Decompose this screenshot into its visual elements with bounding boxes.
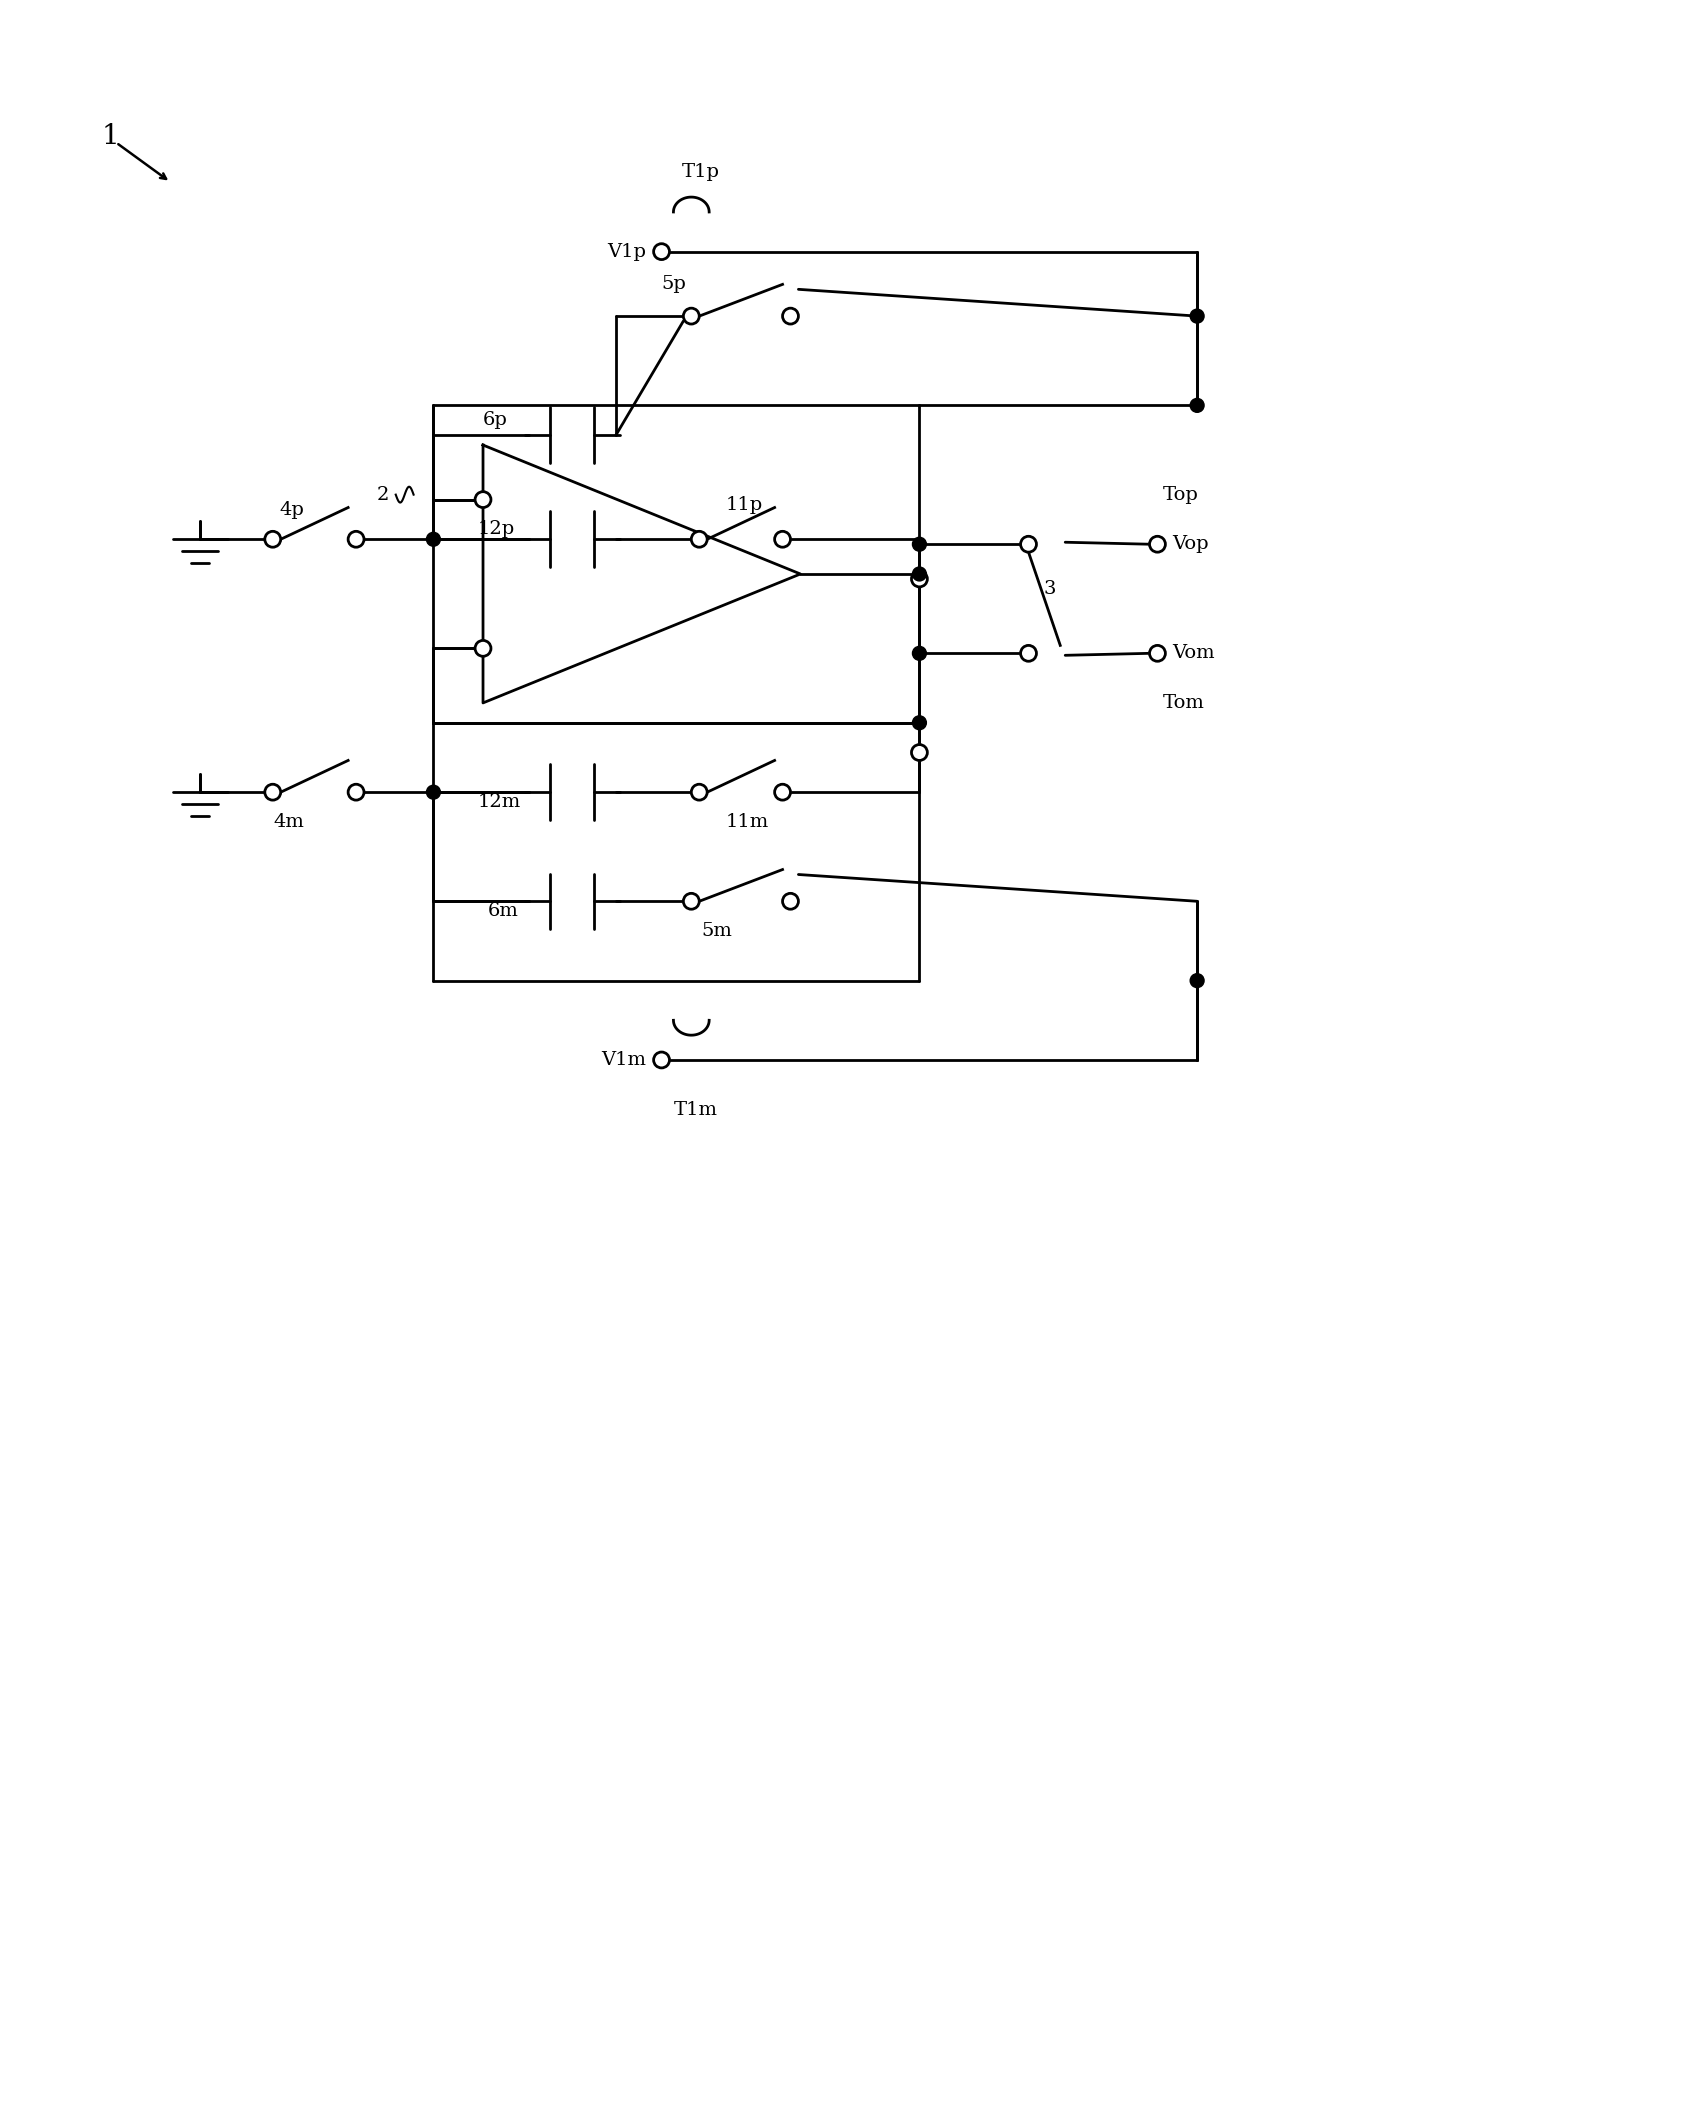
Circle shape xyxy=(683,308,700,323)
Circle shape xyxy=(348,530,363,547)
Text: Vop: Vop xyxy=(1172,535,1209,554)
Circle shape xyxy=(1190,308,1204,323)
Circle shape xyxy=(774,530,791,547)
Circle shape xyxy=(912,571,927,587)
Text: T1m: T1m xyxy=(674,1101,718,1118)
Text: 5m: 5m xyxy=(701,921,732,940)
Text: 4p: 4p xyxy=(280,501,304,518)
Circle shape xyxy=(1190,399,1204,412)
Text: 3: 3 xyxy=(1043,579,1056,598)
Circle shape xyxy=(912,537,927,551)
Circle shape xyxy=(265,784,280,801)
Text: 11p: 11p xyxy=(727,497,764,513)
Circle shape xyxy=(912,566,927,581)
Text: 6m: 6m xyxy=(487,902,520,919)
Circle shape xyxy=(783,308,798,323)
Circle shape xyxy=(912,647,927,659)
Text: Top: Top xyxy=(1163,486,1199,503)
Circle shape xyxy=(783,894,798,909)
Text: V1p: V1p xyxy=(608,243,647,260)
Text: 4m: 4m xyxy=(273,814,304,830)
Text: 11m: 11m xyxy=(727,814,769,830)
Circle shape xyxy=(691,530,706,547)
Text: 6p: 6p xyxy=(482,412,508,429)
Text: 1: 1 xyxy=(102,123,119,150)
Text: 2: 2 xyxy=(377,486,389,503)
Text: V1m: V1m xyxy=(601,1050,647,1069)
Circle shape xyxy=(774,784,791,801)
Text: Tom: Tom xyxy=(1163,693,1204,712)
Text: 5p: 5p xyxy=(662,275,686,294)
Circle shape xyxy=(912,716,927,729)
Circle shape xyxy=(265,530,280,547)
Circle shape xyxy=(348,784,363,801)
Circle shape xyxy=(1020,537,1036,551)
Circle shape xyxy=(683,894,700,909)
Circle shape xyxy=(654,1052,669,1067)
Text: 12m: 12m xyxy=(479,792,521,811)
Circle shape xyxy=(654,243,669,260)
Circle shape xyxy=(1150,537,1165,551)
Circle shape xyxy=(1150,644,1165,661)
Text: Vom: Vom xyxy=(1172,644,1216,661)
Circle shape xyxy=(426,786,440,799)
Text: T1p: T1p xyxy=(681,163,720,182)
Circle shape xyxy=(475,492,491,507)
Circle shape xyxy=(426,532,440,545)
Circle shape xyxy=(475,640,491,657)
Circle shape xyxy=(912,744,927,761)
Circle shape xyxy=(691,784,706,801)
Circle shape xyxy=(1190,974,1204,987)
Text: 12p: 12p xyxy=(479,520,514,539)
Circle shape xyxy=(1020,644,1036,661)
